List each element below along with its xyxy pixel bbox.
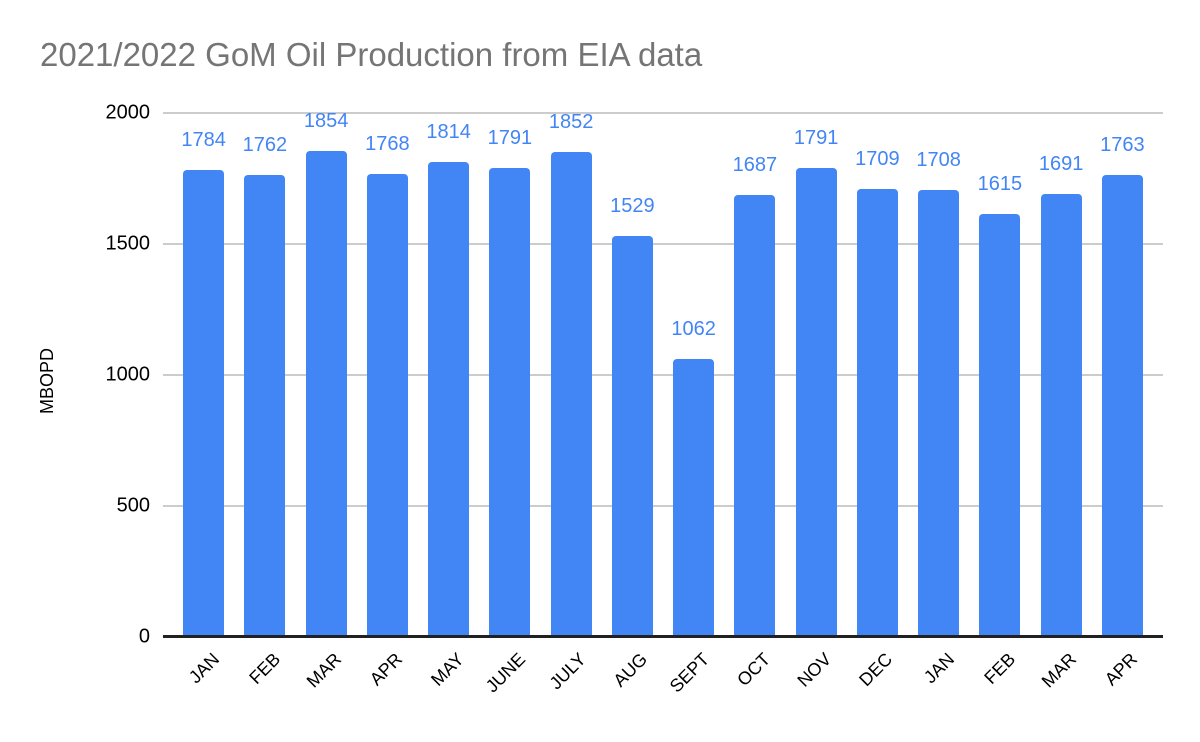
- bar-14-mar: [1040, 193, 1082, 637]
- bar-11-dec: [856, 189, 898, 637]
- bar-value-label-15: 1763: [1100, 134, 1145, 157]
- x-tick-label-8-sept: SEPT: [665, 649, 713, 697]
- bar-value-label-13: 1615: [977, 172, 1023, 195]
- y-axis-tick-labels: 0 500 1000 1500 2000: [0, 102, 151, 648]
- bar-value-label-10: 1791: [793, 126, 839, 149]
- y-tick-label-2000: 2000: [105, 101, 151, 124]
- bar-0-jan: [183, 169, 225, 637]
- chart-title: 2021/2022 GoM Oil Production from EIA da…: [40, 36, 703, 73]
- x-tick-label-10-nov: NOV: [793, 649, 836, 691]
- x-tick-label-12-jan: JAN: [919, 649, 958, 688]
- bar-value-label-12: 1708: [916, 148, 961, 171]
- x-tick-label-7-aug: AUG: [609, 649, 652, 691]
- bar-value-label-7: 1529: [610, 195, 655, 218]
- bar-value-label-11: 1709: [855, 148, 900, 171]
- bar-value-label-1: 1762: [242, 134, 288, 157]
- bar-value-label-4: 1814: [426, 120, 471, 143]
- gridline-500: [163, 505, 1163, 507]
- bar-9-oct: [734, 195, 776, 637]
- x-tick-label-0-jan: JAN: [184, 649, 223, 688]
- gridline-2000: [163, 112, 1163, 114]
- x-tick-label-13-feb: FEB: [980, 649, 1020, 688]
- bar-value-label-5: 1791: [487, 126, 533, 149]
- bar-13-feb: [979, 213, 1021, 637]
- gridline-1500: [163, 243, 1163, 245]
- y-tick-label-1500: 1500: [105, 232, 151, 255]
- bar-12-jan: [918, 189, 960, 637]
- bar-3-apr: [366, 173, 408, 637]
- bar-value-label-6: 1852: [548, 110, 594, 133]
- bar-5-june: [489, 167, 531, 637]
- y-tick-label-0: 0: [138, 625, 150, 648]
- x-tick-label-11-dec: DEC: [855, 649, 897, 691]
- bar-2-mar: [305, 151, 347, 637]
- bar-4-may: [428, 161, 470, 637]
- x-tick-label-14-mar: MAR: [1037, 649, 1081, 692]
- x-tick-label-6-july: JULY: [545, 649, 591, 694]
- x-tick-label-9-oct: OCT: [733, 649, 775, 691]
- x-tick-label-2-mar: MAR: [302, 649, 346, 692]
- bar-value-label-3: 1768: [365, 132, 410, 155]
- gridline-1000: [163, 374, 1163, 376]
- bar-value-label-14: 1691: [1038, 152, 1084, 175]
- bar-value-label-8: 1062: [671, 317, 716, 340]
- bar-1-feb: [244, 175, 286, 637]
- x-tick-label-15-apr: APR: [1101, 649, 1142, 690]
- x-tick-label-4-may: MAY: [426, 649, 468, 690]
- x-axis-line: [163, 635, 1163, 638]
- bar-10-nov: [795, 167, 837, 637]
- bar-value-label-0: 1784: [181, 128, 226, 151]
- x-tick-label-1-feb: FEB: [245, 649, 285, 688]
- bar-7-aug: [611, 236, 653, 637]
- x-tick-label-3-apr: APR: [366, 649, 407, 690]
- bar-6-july: [550, 151, 592, 637]
- bar-8-sept: [673, 358, 715, 637]
- y-tick-label-1000: 1000: [105, 363, 151, 386]
- y-tick-label-500: 500: [116, 494, 150, 517]
- plot-area: 1784 JAN 1762 FEB 1854 MAR 1768 APR 1814 MAY 1791 J…: [163, 110, 1163, 696]
- bar-15-apr: [1101, 175, 1143, 637]
- x-tick-label-5-june: JUNE: [481, 649, 530, 697]
- bar-value-label-9: 1687: [732, 154, 778, 177]
- bar-value-label-2: 1854: [303, 110, 349, 133]
